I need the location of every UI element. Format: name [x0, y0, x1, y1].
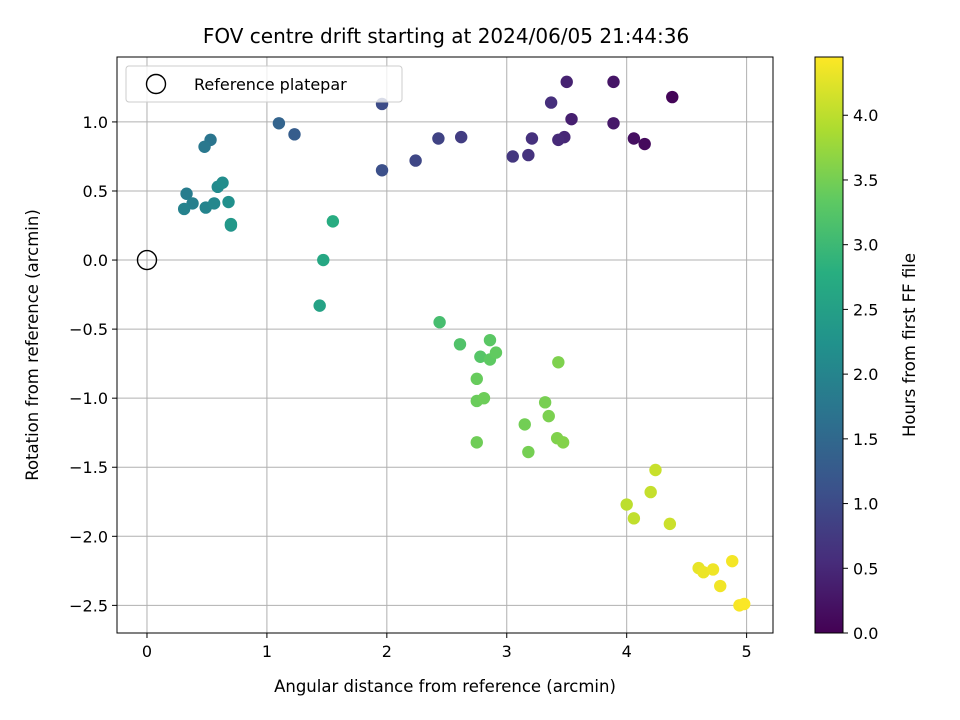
data-point: [198, 140, 211, 153]
data-point: [313, 299, 326, 312]
data-point: [518, 418, 531, 431]
y-tick-label: −1.5: [69, 458, 108, 477]
colorbar-tick-label: 4.0: [853, 106, 878, 125]
colorbar-tick-label: 2.5: [853, 300, 878, 319]
data-point: [544, 96, 558, 109]
x-tick-label: 1: [262, 642, 272, 661]
data-point: [607, 117, 620, 130]
data-point: [326, 215, 340, 228]
data-point: [454, 130, 468, 144]
data-point: [272, 117, 286, 130]
data-point: [180, 187, 193, 200]
data-point: [375, 164, 389, 177]
data-point: [522, 445, 535, 459]
grid-lines: [117, 57, 773, 633]
data-point: [207, 197, 221, 210]
colorbar-tick-label: 0.0: [853, 624, 878, 643]
colorbar-tick-label: 1.5: [853, 430, 878, 449]
data-point: [560, 75, 573, 89]
data-point: [565, 112, 578, 126]
data-point: [714, 579, 727, 593]
data-point: [697, 566, 710, 579]
plot-frame: [116, 56, 774, 634]
data-point: [620, 498, 633, 511]
data-point: [474, 350, 487, 363]
x-tick-label: 2: [382, 642, 392, 661]
colorbar-ticks: 0.0 0.5 1.0 1.5 2.0 2.5 3.0 3.5 4.0: [843, 106, 878, 643]
x-tick-label: 4: [622, 642, 632, 661]
y-tick-label: −2.5: [69, 596, 108, 615]
data-point: [483, 333, 497, 347]
y-tick-label: −2.0: [69, 527, 108, 546]
y-axis-label: Rotation from reference (arcmin): [23, 209, 42, 481]
data-point: [627, 132, 641, 145]
data-point: [607, 75, 620, 89]
legend: Reference platepar: [125, 65, 403, 103]
legend-box: [125, 65, 403, 103]
x-axis-ticks: 0 1 2 3 4 5: [142, 633, 752, 661]
x-tick-label: 3: [502, 642, 512, 661]
colorbar-tick-label: 3.5: [853, 171, 878, 190]
data-point: [644, 485, 657, 499]
data-point: [224, 217, 238, 231]
data-point: [317, 253, 330, 267]
data-point: [726, 554, 739, 568]
data-point: [538, 396, 552, 409]
y-tick-label: 1.0: [83, 113, 108, 132]
data-point: [627, 512, 641, 525]
data-point: [453, 338, 467, 351]
legend-label: Reference platepar: [194, 75, 347, 94]
data-point: [470, 372, 483, 386]
data-point: [222, 195, 235, 209]
colorbar-tick-label: 1.0: [853, 495, 878, 514]
reference-platepar-marker: [136, 249, 158, 271]
data-point: [556, 436, 570, 449]
data-point: [506, 150, 519, 163]
data-point: [216, 176, 229, 189]
data-point: [552, 133, 565, 147]
data-point: [433, 316, 446, 329]
data-point: [706, 563, 720, 576]
legend-marker: [145, 73, 167, 95]
y-tick-label: 0.0: [83, 251, 108, 270]
data-point: [525, 132, 539, 145]
x-tick-label: 0: [142, 642, 152, 661]
y-tick-label: −0.5: [69, 320, 108, 339]
data-point: [177, 202, 191, 216]
colorbar-tick-label: 0.5: [853, 559, 878, 578]
data-point: [470, 436, 483, 449]
colorbar-tick-label: 2.0: [853, 365, 878, 384]
data-point: [738, 597, 751, 611]
data-point: [638, 137, 651, 151]
y-tick-label: 0.5: [83, 182, 108, 201]
data-points: [177, 75, 751, 612]
colorbar-label: Hours from first FF file: [900, 253, 919, 437]
colorbar-gradient: [814, 56, 844, 634]
chart-title: FOV centre drift starting at 2024/06/05 …: [203, 24, 689, 48]
y-axis-ticks: 1.0 0.5 0.0 −0.5 −1.0 −1.5 −2.0 −2.5: [69, 113, 117, 615]
data-point: [477, 391, 491, 405]
x-axis-label: Angular distance from reference (arcmin): [274, 677, 616, 696]
x-tick-label: 5: [742, 642, 752, 661]
data-point: [489, 346, 503, 359]
y-tick-label: −1.0: [69, 389, 108, 408]
data-point: [288, 128, 301, 141]
data-point: [542, 409, 555, 423]
data-point: [522, 148, 535, 162]
data-point: [409, 154, 422, 167]
data-point: [552, 356, 565, 369]
data-point: [666, 90, 679, 104]
colorbar: 0.0 0.5 1.0 1.5 2.0 2.5 3.0 3.5 4.0 Hours from f…: [814, 56, 919, 643]
data-point: [663, 517, 677, 531]
colorbar-tick-label: 3.0: [853, 236, 878, 255]
data-point: [649, 463, 662, 477]
data-point: [432, 132, 445, 145]
